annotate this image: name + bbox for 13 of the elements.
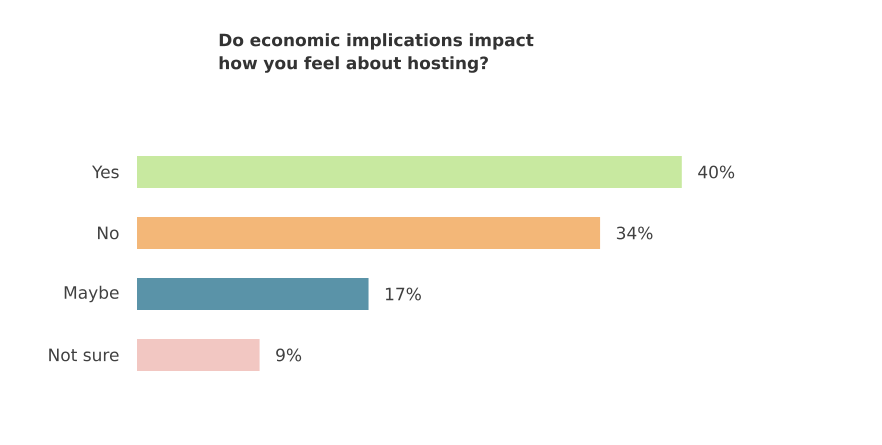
y-tick-label: Maybe [64,286,119,302]
bar [137,339,260,371]
data-label: 40% [698,166,734,178]
bar [137,217,600,249]
data-label: 9% [276,348,302,362]
y-tick-label: Not sure [49,348,119,362]
y-tick-label: No [98,226,119,240]
data-label: 34% [616,226,652,240]
chart-title: Do economic implications impact how you feel about hosting? [220,33,534,73]
bar [137,156,682,188]
data-label: 17% [386,288,421,300]
bar [137,278,369,310]
y-tick-label: Yes [92,166,119,178]
